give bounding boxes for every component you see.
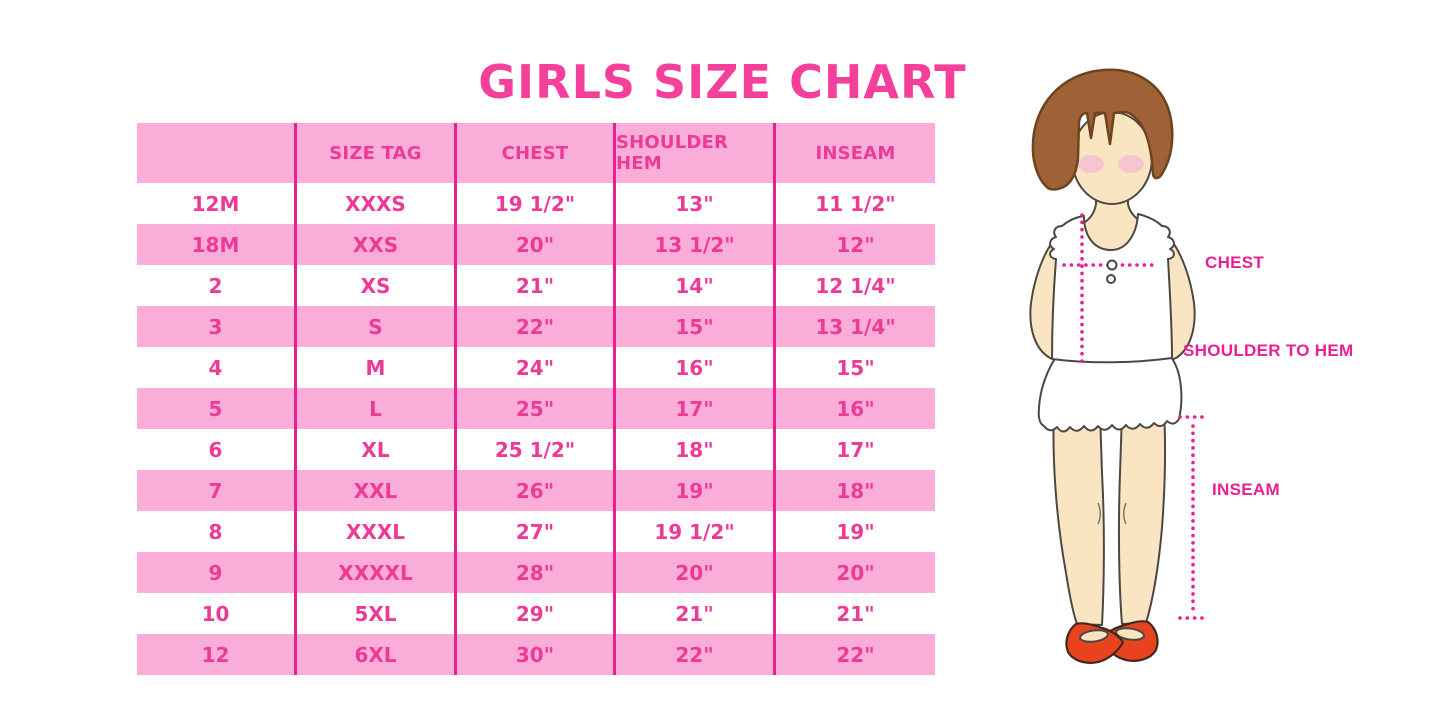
girl-left-leg [1052, 409, 1105, 626]
size-cell-r4-c3: 22" [457, 306, 616, 347]
size-cell-r5-c4: 16" [616, 347, 776, 388]
size-cell-r2-c4: 13 1/2" [616, 224, 776, 265]
size-cell-r11-c2: 5XL [297, 593, 457, 634]
size-cell-r9-c4: 19 1/2" [616, 511, 776, 552]
size-cell-r4-c5: 13 1/4" [776, 306, 935, 347]
shoulder-to-hem-label: SHOULDER TO HEM [1183, 341, 1354, 360]
size-cell-r9-c3: 27" [457, 511, 616, 552]
size-cell-r10-c2: XXXXL [297, 552, 457, 593]
header-cell-size-tag: SIZE TAG [297, 123, 457, 183]
size-cell-r6-c5: 16" [776, 388, 935, 429]
size-cell-r4-c4: 15" [616, 306, 776, 347]
size-cell-r3-c2: XS [297, 265, 457, 306]
size-cell-r12-c4: 22" [616, 634, 776, 675]
girl-right-blush [1118, 155, 1144, 173]
size-cell-r6-c1: 5 [137, 388, 297, 429]
inseam-label: INSEAM [1212, 480, 1280, 499]
girl-hair [1031, 68, 1174, 191]
size-cell-r9-c2: XXXL [297, 511, 457, 552]
size-cell-r10-c5: 20" [776, 552, 935, 593]
size-cell-r1-c5: 11 1/2" [776, 183, 935, 224]
shirt-button-top [1106, 259, 1118, 271]
size-cell-r7-c3: 25 1/2" [457, 429, 616, 470]
size-cell-r6-c2: L [297, 388, 457, 429]
size-cell-r3-c5: 12 1/4" [776, 265, 935, 306]
size-cell-r11-c5: 21" [776, 593, 935, 634]
size-cell-r7-c2: XL [297, 429, 457, 470]
size-cell-r10-c4: 20" [616, 552, 776, 593]
size-cell-r1-c4: 13" [616, 183, 776, 224]
size-cell-r9-c1: 8 [137, 511, 297, 552]
girl-left-knee-line [1097, 502, 1102, 525]
size-cell-r5-c5: 15" [776, 347, 935, 388]
header-cell-inseam: INSEAM [776, 123, 935, 183]
size-cell-r10-c1: 9 [137, 552, 297, 593]
size-cell-r5-c2: M [297, 347, 457, 388]
girl-illustration [1029, 68, 1205, 664]
size-cell-r1-c2: XXXS [297, 183, 457, 224]
size-cell-r4-c1: 3 [137, 306, 297, 347]
size-cell-r12-c5: 22" [776, 634, 935, 675]
size-cell-r6-c4: 17" [616, 388, 776, 429]
size-cell-r7-c5: 17" [776, 429, 935, 470]
inseam-dotted-line [1178, 415, 1205, 620]
size-cell-r8-c3: 26" [457, 470, 616, 511]
size-cell-r11-c1: 10 [137, 593, 297, 634]
size-cell-r1-c1: 12M [137, 183, 297, 224]
size-cell-r8-c1: 7 [137, 470, 297, 511]
size-cell-r6-c3: 25" [457, 388, 616, 429]
size-cell-r2-c2: XXS [297, 224, 457, 265]
size-cell-r10-c3: 28" [457, 552, 616, 593]
size-cell-r1-c3: 19 1/2" [457, 183, 616, 224]
size-cell-r9-c5: 19" [776, 511, 935, 552]
girl-left-blush [1078, 155, 1104, 173]
girl-right-leg [1117, 409, 1167, 625]
size-cell-r3-c4: 14" [616, 265, 776, 306]
size-cell-r2-c1: 18M [137, 224, 297, 265]
page-title: GIRLS SIZE CHART [478, 54, 967, 109]
size-cell-r5-c1: 4 [137, 347, 297, 388]
size-cell-r8-c5: 18" [776, 470, 935, 511]
size-cell-r7-c4: 18" [616, 429, 776, 470]
chest-label: CHEST [1205, 253, 1265, 272]
header-cell-shoulder-hem: SHOULDER HEM [616, 123, 776, 183]
size-cell-r12-c2: 6XL [297, 634, 457, 675]
size-cell-r4-c2: S [297, 306, 457, 347]
header-cell-chest: CHEST [457, 123, 616, 183]
size-cell-r2-c3: 20" [457, 224, 616, 265]
size-cell-r2-c5: 12" [776, 224, 935, 265]
header-cell-size [137, 123, 297, 183]
size-cell-r8-c4: 19" [616, 470, 776, 511]
size-cell-r3-c3: 21" [457, 265, 616, 306]
size-cell-r12-c3: 30" [457, 634, 616, 675]
size-cell-r3-c1: 2 [137, 265, 297, 306]
size-chart-table: SIZE TAG CHEST SHOULDER HEM INSEAM 12M XXXS 19… [137, 123, 935, 675]
size-cell-r7-c1: 6 [137, 429, 297, 470]
girl-left-shoe [1065, 622, 1125, 664]
size-cell-r8-c2: XXL [297, 470, 457, 511]
girl-skirt [1037, 351, 1183, 433]
shirt-button-bottom [1106, 274, 1116, 284]
size-cell-r11-c3: 29" [457, 593, 616, 634]
size-cell-r5-c3: 24" [457, 347, 616, 388]
size-cell-r12-c1: 12 [137, 634, 297, 675]
size-cell-r11-c4: 21" [616, 593, 776, 634]
girl-right-knee-line [1122, 502, 1127, 525]
